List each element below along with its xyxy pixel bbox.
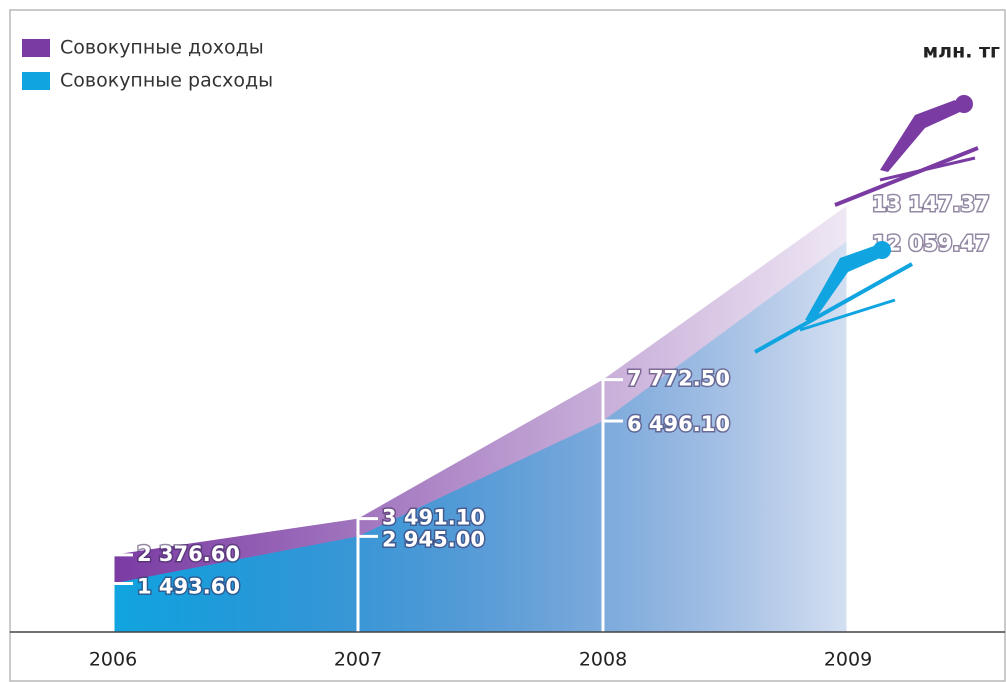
- page: млн. тг Совокупные доходы Совокупные расх…: [0, 0, 1006, 682]
- x-tick-label: 2006: [89, 649, 137, 671]
- value-label: 13 147.37: [872, 192, 990, 216]
- x-tick-label: 2009: [824, 649, 872, 671]
- value-label: 2 376.60: [137, 542, 240, 566]
- chart: млн. тг Совокупные доходы Совокупные расх…: [0, 0, 1006, 682]
- legend-label: Совокупные расходы: [60, 70, 273, 92]
- x-tick-label: 2008: [579, 649, 627, 671]
- value-label: 1 493.60: [137, 574, 240, 598]
- value-label: 3 491.10: [382, 506, 485, 530]
- legend-label: Совокупные доходы: [60, 37, 264, 59]
- legend-swatch: [22, 72, 50, 90]
- x-tick-label: 2007: [334, 649, 382, 671]
- value-label: 2 945.00: [382, 527, 485, 551]
- value-label: 6 496.10: [627, 412, 730, 436]
- value-label: 7 772.50: [627, 367, 730, 391]
- legend-swatch: [22, 39, 50, 57]
- unit-label: млн. тг: [923, 41, 1000, 63]
